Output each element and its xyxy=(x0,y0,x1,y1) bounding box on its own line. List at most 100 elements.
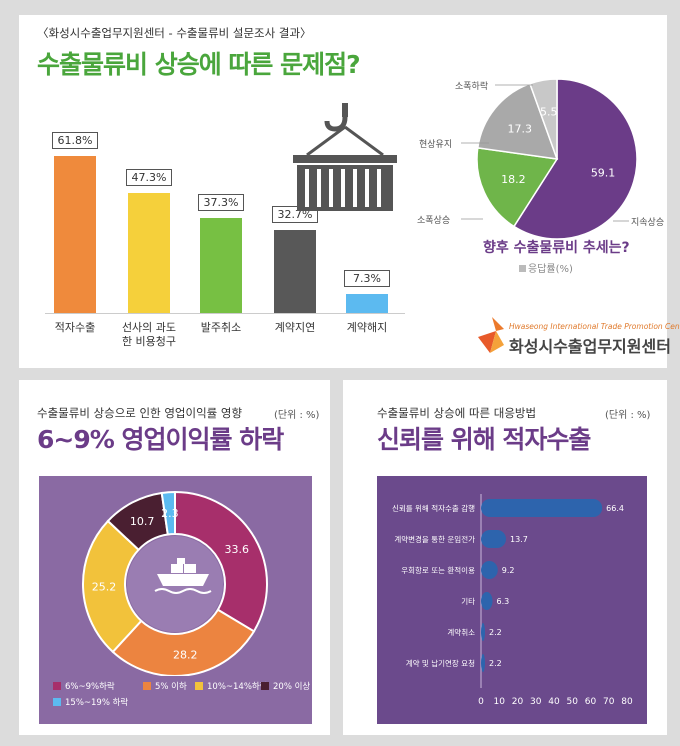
top-panel: 〈화성시수출업무지원센터 - 수출물류비 설문조사 결과〉 수출물류비 상승에 … xyxy=(19,15,680,368)
donut-background: 33.6 28.2 25.2 10.7 2.3 6%~9%하락 5% 이하 10%~14%하… xyxy=(39,476,329,724)
pie-value-label: 17.3 xyxy=(508,123,532,136)
donut-segment xyxy=(111,608,256,676)
response-bar-chart: 0 10 20 30 40 50 60 70 80 신뢰를 위해 적자수출 감행 66.4 계약변경을… xyxy=(377,476,647,724)
bar-value-label: 61.8% xyxy=(52,132,98,149)
bar-category-label: 적자수출 xyxy=(54,321,96,334)
hbar-value-label: 13.7 xyxy=(510,535,528,544)
bar-value-label: 37.3% xyxy=(198,194,244,212)
bar-category-label: 계약지연 xyxy=(274,321,316,334)
donut-legend-item: 6%~9%하락 xyxy=(53,680,115,692)
trend-pie-chart: 59.1 18.2 17.3 5.5 지속상승 소폭상승 현상유지 소폭하락 xyxy=(417,78,664,240)
top-subtitle: 〈화성시수출업무지원센터 - 수출물류비 설문조사 결과〉 xyxy=(37,26,312,40)
x-tick-label: 70 xyxy=(603,697,615,707)
hbar-value-label: 6.3 xyxy=(496,597,509,606)
legend-swatch xyxy=(53,682,61,690)
response-unit: (단위 : %) xyxy=(605,410,651,421)
donut-legend-item: 10%~14%하락 xyxy=(195,680,268,692)
x-tick-label: 30 xyxy=(530,697,542,707)
bar xyxy=(274,229,316,313)
pie-title: 향후 수출물류비 추세는? xyxy=(483,240,630,256)
donut-legend-item: 5% 이하 xyxy=(143,680,187,692)
legend-label: 20% 이상 하락 xyxy=(273,682,329,692)
pie-value-label: 5.5 xyxy=(540,106,558,119)
bar-category-label: 발주취소 xyxy=(200,321,242,334)
x-tick-label: 60 xyxy=(585,697,597,707)
profit-donut-chart: 33.6 28.2 25.2 10.7 2.3 xyxy=(82,490,268,676)
hbar-category-label: 계약변경을 통한 운임전가 xyxy=(394,534,475,544)
hbar-category-label: 계약 및 납기연장 요청 xyxy=(406,658,475,668)
hbar-category-label: 계약취소 xyxy=(447,627,475,637)
legend-label: 15%~19% 하락 xyxy=(65,698,129,708)
pie-slice xyxy=(512,78,638,240)
cargo-ship-icon xyxy=(154,558,212,594)
legend-label: 5% 이하 xyxy=(155,682,187,692)
hbar xyxy=(481,561,498,579)
hbar xyxy=(481,499,603,517)
bar-value-label: 47.3% xyxy=(126,168,172,186)
logo-english: Hwaseong International Trade Promotion C… xyxy=(509,322,680,331)
profit-impact-panel: 수출물류비 상승으로 인한 영업이익률 영향 (단위 : %) 6~9% 영업이… xyxy=(19,380,330,735)
response-title: 신뢰를 위해 적자수출 xyxy=(377,425,591,454)
pie-value-label: 18.2 xyxy=(501,173,526,186)
hbar xyxy=(481,530,507,548)
pie-slice xyxy=(476,147,559,228)
hbar xyxy=(481,623,486,641)
donut-segment xyxy=(82,519,143,654)
container-crane-icon xyxy=(293,103,397,211)
hwaseong-logo-icon xyxy=(478,317,504,353)
donut-segment xyxy=(160,490,176,536)
response-subtitle: 수출물류비 상승에 따른 대응방법 xyxy=(377,406,537,420)
legend-label: 10%~14%하락 xyxy=(207,682,268,692)
response-panel: 수출물류비 상승에 따른 대응방법 (단위 : %) 신뢰를 위해 적자수출 0… xyxy=(343,380,667,735)
pie-category-label: 소폭하락 xyxy=(455,80,488,92)
pie-legend: 응답률(%) xyxy=(519,260,573,275)
donut-value-label: 10.7 xyxy=(130,515,155,528)
bar-category-label: 계약해지 xyxy=(346,321,388,334)
donut-value-label: 28.2 xyxy=(173,648,198,661)
bar-baseline xyxy=(45,313,405,314)
pie-slice xyxy=(528,78,558,160)
pie-category-label: 지속상승 xyxy=(631,217,664,228)
donut-value-label: 25.2 xyxy=(92,581,117,594)
pie-category-label: 소폭상승 xyxy=(417,215,450,226)
profit-subtitle: 수출물류비 상승으로 인한 영업이익률 영향 xyxy=(37,406,243,420)
x-tick-label: 20 xyxy=(512,697,524,707)
bar-category-label: 선사의 과도한 비용청구 xyxy=(121,321,177,348)
hbar-category-label: 기타 xyxy=(461,597,475,606)
donut-legend-item: 20% 이상 하락 xyxy=(261,680,329,692)
bar xyxy=(128,192,170,313)
pie-category-label: 현상유지 xyxy=(419,139,452,150)
profit-unit: (단위 : %) xyxy=(274,410,320,421)
profit-title: 6~9% 영업이익률 하락 xyxy=(37,425,284,454)
donut-value-label: 2.3 xyxy=(161,507,179,520)
legend-swatch xyxy=(261,682,269,690)
legend-swatch xyxy=(143,682,151,690)
donut-segment xyxy=(174,490,268,633)
hbar-background xyxy=(377,476,647,724)
logo-korean: 화성시수출업무지원센터 xyxy=(509,337,671,356)
top-title: 수출물류비 상승에 따른 문제점? xyxy=(37,50,361,79)
x-tick-label: 10 xyxy=(494,697,506,707)
hbar-value-label: 2.2 xyxy=(489,659,502,668)
hbar-value-label: 9.2 xyxy=(502,566,515,575)
bar xyxy=(200,218,242,313)
legend-label: 6%~9%하락 xyxy=(65,682,115,692)
x-tick-label: 0 xyxy=(478,697,484,707)
bar-value-label: 7.3% xyxy=(344,270,390,288)
donut-legend-item: 15%~19% 하락 xyxy=(53,696,128,708)
problems-bar-chart: 61.8% 적자수출 47.3% 선사의 과도한 비용청구 37.3% 발주취소 32.7%… xyxy=(19,15,419,368)
x-tick-label: 40 xyxy=(548,697,560,707)
hbar xyxy=(481,654,486,672)
hbar-value-label: 2.2 xyxy=(489,628,502,637)
legend-swatch xyxy=(53,698,61,706)
donut-value-label: 33.6 xyxy=(225,543,250,556)
hbar-category-label: 우회항로 또는 환적이용 xyxy=(401,565,475,575)
bar xyxy=(346,294,388,313)
pie-legend-label: 응답률(%) xyxy=(528,264,573,275)
x-tick-label: 50 xyxy=(567,697,579,707)
hbar-value-label: 66.4 xyxy=(606,504,624,513)
hbar xyxy=(481,592,493,610)
x-tick-label: 80 xyxy=(621,697,633,707)
hbar-category-label: 신뢰를 위해 적자수출 감행 xyxy=(392,503,475,513)
bar xyxy=(54,156,96,313)
